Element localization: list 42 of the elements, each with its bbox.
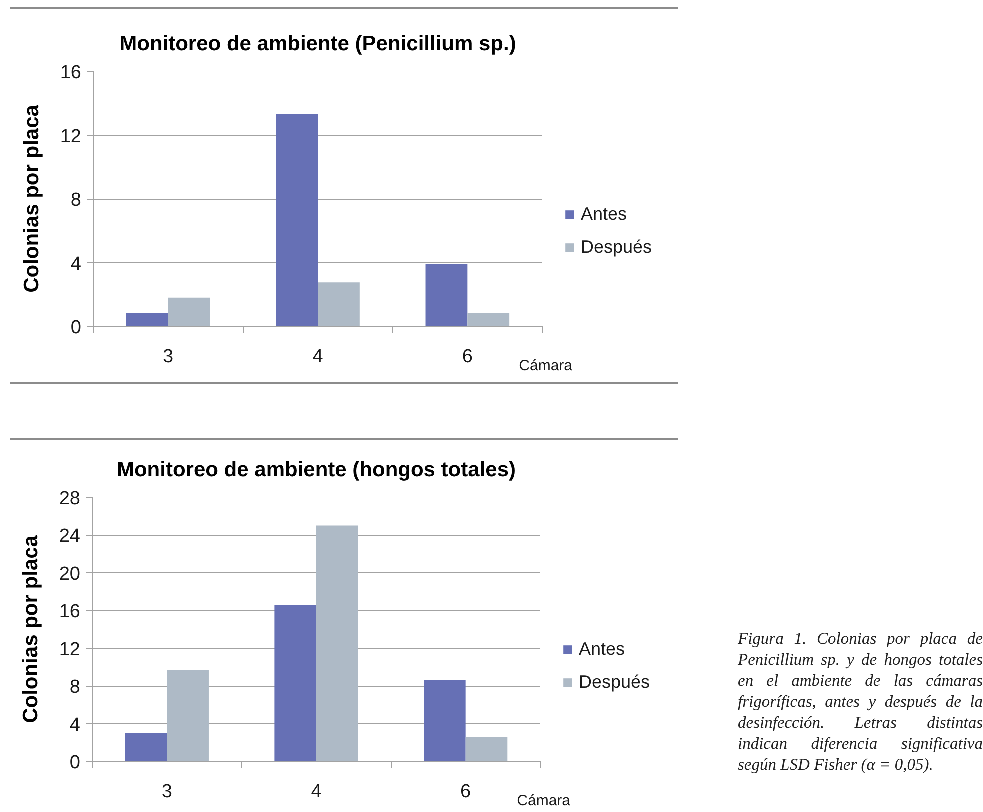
bar — [276, 114, 318, 326]
bar — [274, 604, 316, 762]
text: Figura 1. Colonias por placa de Penicillium sp. y de hongos totales en el ambiente de las cámaras frigoríficas, antes y después de la desinfección. Letras distintas indican diferencia significativa según LSD Fisher (α = 0,05). — [738, 628, 983, 775]
bar — [318, 282, 360, 326]
legend-label: Antes — [581, 204, 628, 225]
legend-label: Después — [579, 672, 650, 693]
chart-title: Monitoreo de ambiente (Penicillium sp.) — [120, 32, 516, 56]
x-tick-label: 4 — [311, 782, 322, 802]
y-tick-label: 12 — [60, 126, 82, 148]
y-tick-label: 16 — [60, 62, 82, 84]
y-tick-label: 8 — [70, 677, 81, 698]
y-tick-label: 16 — [59, 602, 81, 623]
y-tick-label: 28 — [59, 488, 81, 510]
x-tick-label: 3 — [162, 782, 172, 802]
y-tick-label: 12 — [59, 639, 81, 660]
x-tick-label: 6 — [462, 346, 473, 368]
x-axis-title: Cámara — [519, 358, 574, 374]
y-axis-title: Colonias por placa — [19, 535, 42, 724]
bar — [468, 312, 510, 326]
bar — [424, 680, 466, 762]
bar — [316, 526, 358, 762]
y-tick-label: 4 — [70, 254, 82, 275]
bar — [168, 298, 210, 326]
y-tick-label: 8 — [70, 190, 82, 211]
bar — [426, 264, 468, 326]
y-axis-title: Colonias por placa — [20, 104, 44, 293]
x-tick-label: 3 — [163, 346, 174, 368]
y-tick-label: 0 — [70, 752, 81, 774]
y-tick-label: 20 — [59, 564, 81, 585]
x-axis-title: Cámara — [517, 792, 572, 810]
y-tick-label: 0 — [70, 318, 82, 338]
bar — [466, 736, 508, 762]
x-tick-label: 6 — [460, 782, 472, 802]
bar — [125, 733, 168, 762]
x-tick-label: 4 — [312, 346, 324, 368]
y-tick-label: 4 — [70, 714, 81, 736]
y-tick-label: 24 — [59, 526, 81, 548]
legend-label: Después — [581, 237, 652, 258]
legend-label: Antes — [579, 639, 626, 660]
bar — [167, 670, 209, 762]
bar — [126, 312, 168, 326]
chart-title: Monitoreo de ambiente (hongos totales) — [116, 458, 516, 482]
